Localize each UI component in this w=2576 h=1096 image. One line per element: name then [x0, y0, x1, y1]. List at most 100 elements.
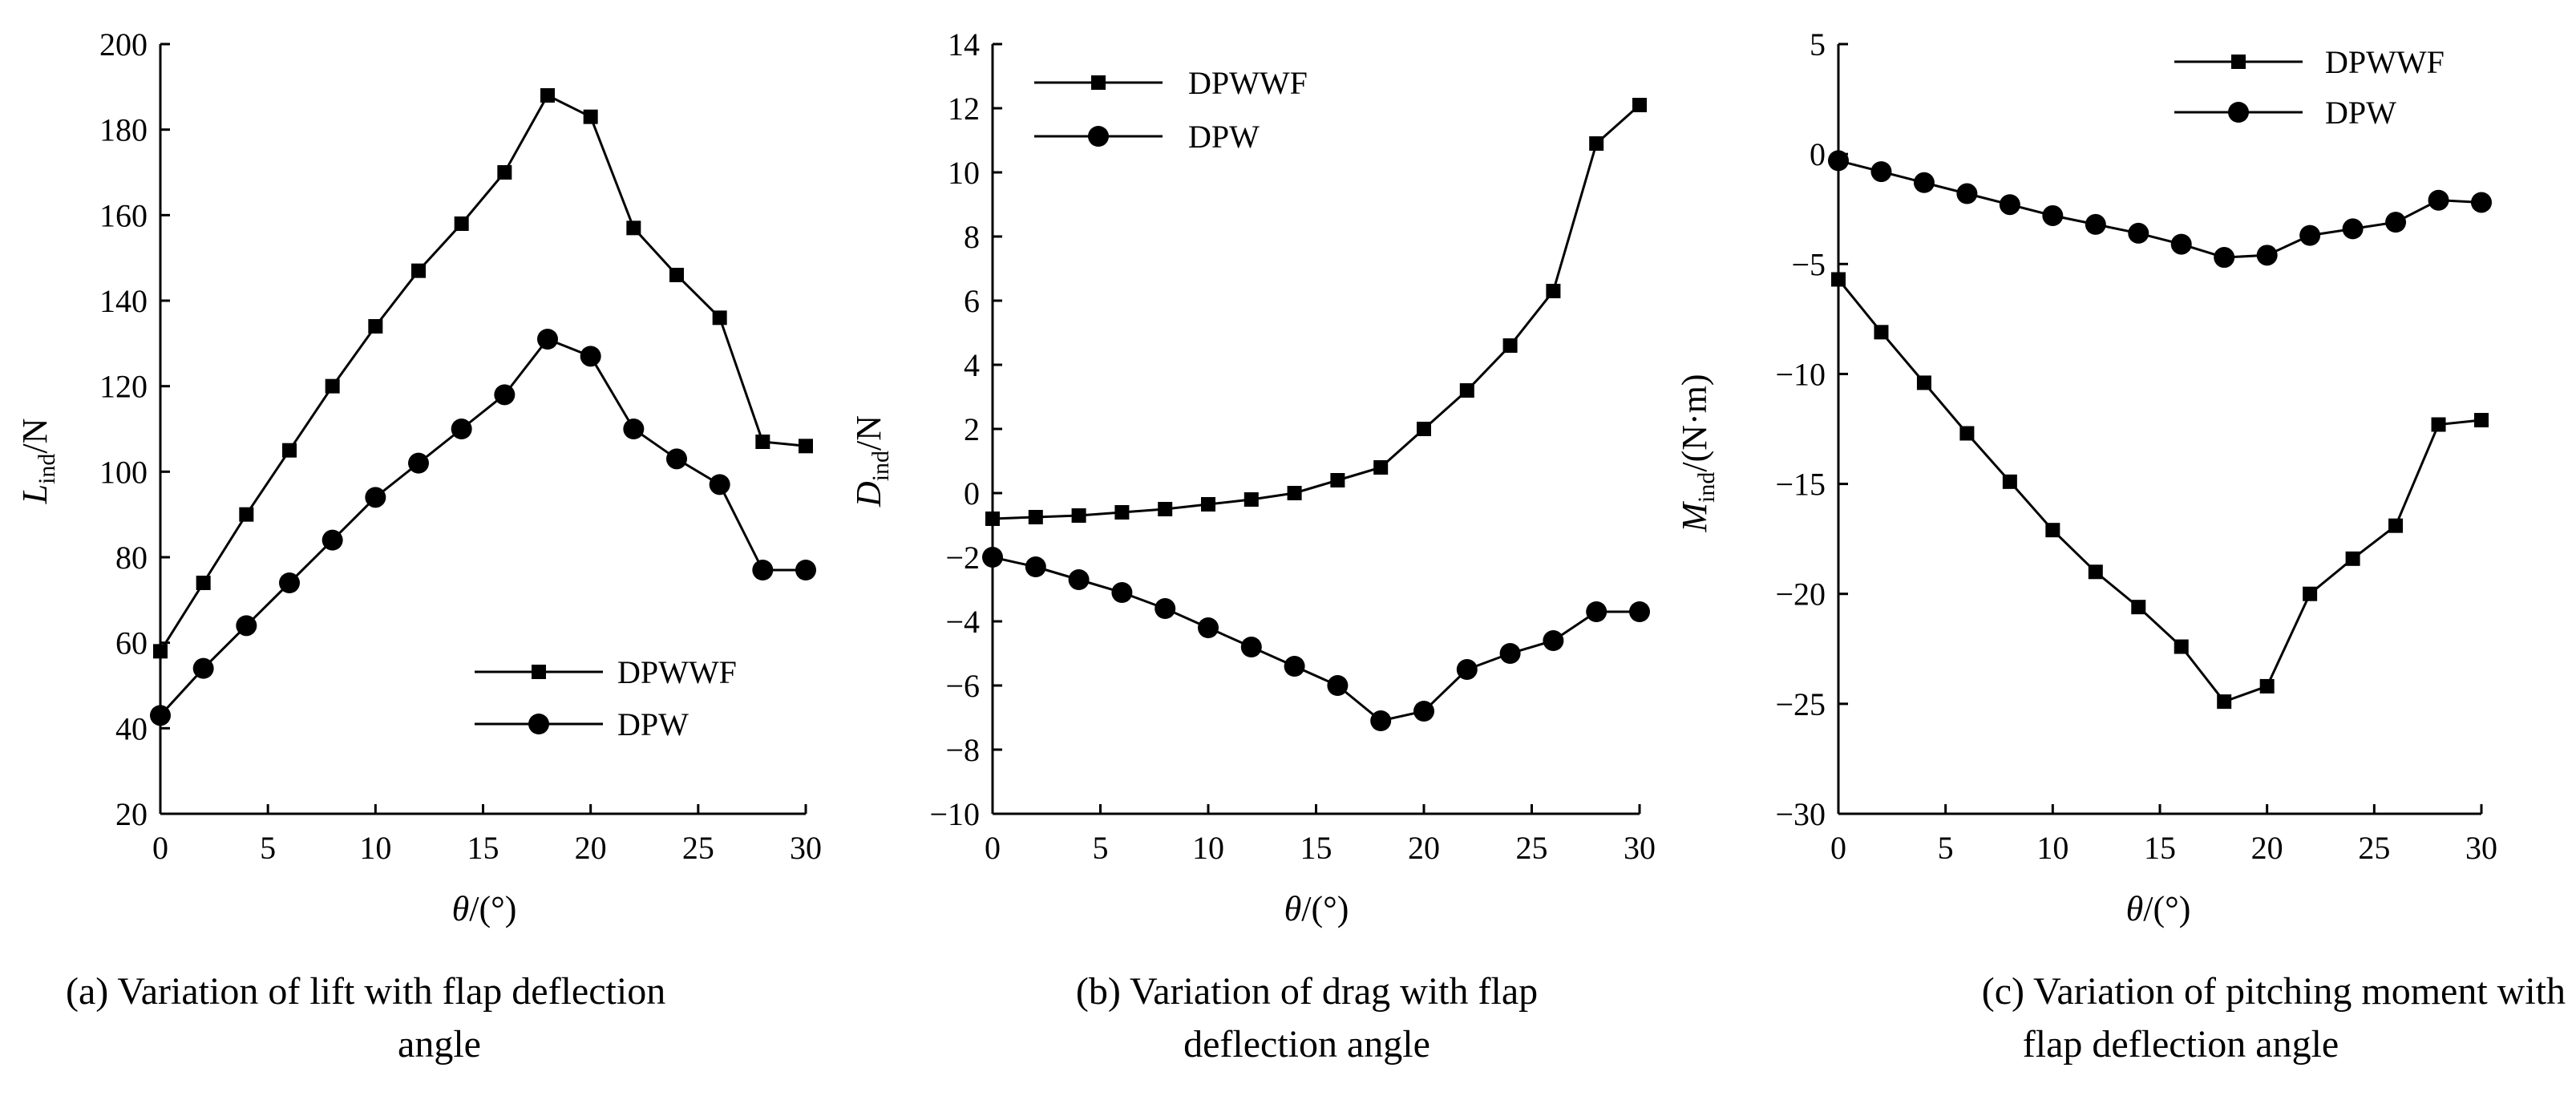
lift-y-tick-label: 160 [99, 197, 148, 233]
moment-y-tick-label: 0 [1810, 136, 1826, 172]
moment-point-dpw [1956, 183, 1978, 204]
lift-point-dpwwf [583, 109, 598, 124]
lift-legend-label-dpwwf: DPWWF [617, 654, 737, 690]
moment-y-tick-label: −15 [1775, 467, 1826, 503]
drag-point-dpw [1499, 643, 1521, 664]
moment-y-axis-label: Mind/(N·m) [1675, 374, 1720, 532]
moment-point-dpwwf [2388, 518, 2404, 533]
moment-legend-marker-dpwwf [2231, 55, 2246, 69]
lift-point-dpwwf [799, 439, 813, 454]
drag-legend-marker-dpwwf [1091, 75, 1106, 90]
lift-point-dpw [236, 615, 257, 637]
lift-point-dpwwf [454, 216, 469, 231]
moment-point-dpw [2256, 245, 2278, 266]
moment-point-dpwwf [1959, 426, 1975, 441]
lift-legend-marker-dpwwf [532, 665, 546, 679]
lift-point-dpw [537, 329, 558, 350]
drag-point-dpwwf [1287, 486, 1302, 500]
moment-point-dpw [2214, 247, 2235, 269]
moment-x-tick-label: 0 [1830, 830, 1846, 866]
lift-series-line-dpw [159, 338, 806, 717]
drag-point-dpw [1586, 601, 1607, 622]
drag-point-dpw [1327, 675, 1349, 696]
lift-caption-line1: (a) Variation of lift with flap deflecti… [66, 970, 665, 1013]
moment-y-tick-label: −10 [1775, 356, 1826, 392]
lift-legend-label-dpw: DPW [617, 706, 689, 742]
moment-y-tick-label: −30 [1775, 796, 1826, 832]
drag-legend-marker-dpw [1088, 126, 1109, 147]
lift-point-dpwwf [239, 507, 254, 522]
lift-point-dpw [709, 474, 730, 495]
lift-y-axis-label: Lind/N [15, 419, 60, 505]
drag-point-dpwwf [1114, 505, 1130, 520]
drag-point-dpw [1198, 617, 1219, 638]
moment-point-dpw [1913, 172, 1935, 193]
moment-y-tick-label: −25 [1775, 686, 1826, 722]
moment-caption-line2: flap deflection angle [2023, 1023, 2339, 1066]
drag-y-tick-label: 12 [948, 91, 980, 127]
moment-legend-label-dpwwf: DPWWF [2325, 44, 2445, 80]
lift-point-dpw [192, 657, 214, 679]
drag-x-tick-label: 0 [985, 830, 1001, 866]
lift-point-dpw [321, 529, 343, 551]
drag-point-dpwwf [1632, 98, 1647, 112]
moment-point-dpw [2170, 233, 2192, 255]
drag-point-dpw [1025, 556, 1046, 577]
moment-point-dpw [2471, 192, 2492, 213]
lift-point-dpwwf [669, 268, 684, 282]
moment-x-tick-label: 30 [2465, 830, 2497, 866]
moment-point-dpwwf [2431, 417, 2446, 432]
lift-x-axis-label: θ/(°) [452, 889, 517, 928]
drag-x-tick-label: 10 [1192, 830, 1224, 866]
drag-point-dpwwf [1502, 338, 1518, 353]
moment-series-line-dpwwf [1837, 278, 2482, 703]
drag-point-dpwwf [1158, 502, 1173, 516]
moment-point-dpwwf [1831, 272, 1846, 287]
lift-point-dpwwf [712, 310, 727, 326]
drag-point-dpw [1284, 656, 1305, 677]
drag-y-tick-label: 14 [948, 26, 980, 63]
drag-series-line-dpw [992, 556, 1640, 722]
lift-point-dpwwf [325, 378, 340, 394]
moment-x-axis-label: θ/(°) [2126, 889, 2191, 928]
moment-point-dpwwf [2345, 551, 2360, 566]
lift-x-tick-label: 20 [575, 830, 607, 866]
lift-point-dpwwf [368, 319, 383, 334]
moment-point-dpw [2385, 212, 2407, 233]
moment-point-dpw [1828, 150, 1849, 172]
drag-legend-label-dpwwf: DPWWF [1188, 65, 1308, 101]
lift-point-dpw [451, 419, 472, 439]
drag-series-line-dpwwf [992, 103, 1640, 520]
drag-point-dpwwf [1071, 508, 1086, 523]
moment-x-tick-label: 10 [2036, 830, 2068, 866]
lift-y-tick-label: 120 [99, 369, 148, 405]
moment-caption-line1: (c) Variation of pitching moment with [1982, 970, 2566, 1013]
moment-chart: Mind/(N·m) θ/(°) (c) Variation of pitchi… [1675, 26, 2566, 1066]
drag-y-tick-label: −6 [945, 668, 980, 704]
moment-point-dpw [1999, 194, 2020, 216]
lift-y-tick-label: 20 [115, 796, 148, 832]
lift-x-tick-label: 5 [260, 830, 276, 866]
drag-y-tick-label: 6 [964, 283, 980, 319]
moment-point-dpwwf [2002, 474, 2017, 489]
moment-point-dpwwf [2474, 413, 2489, 428]
drag-point-dpwwf [1330, 473, 1345, 487]
moment-point-dpwwf [1916, 375, 1931, 390]
drag-point-dpwwf [1244, 492, 1259, 507]
drag-y-tick-label: −10 [929, 796, 980, 832]
lift-point-dpw [279, 572, 300, 593]
lift-y-tick-label: 40 [115, 710, 148, 746]
drag-point-dpw [1370, 710, 1392, 731]
moment-x-tick-label: 5 [1938, 830, 1954, 866]
moment-point-dpwwf [2217, 694, 2232, 710]
moment-y-tick-label: −5 [1791, 246, 1826, 282]
lift-x-tick-label: 10 [359, 830, 391, 866]
drag-y-axis-label: Dind/N [849, 415, 894, 508]
drag-x-tick-label: 25 [1516, 830, 1548, 866]
lift-point-dpwwf [282, 443, 297, 458]
drag-y-tick-label: 0 [964, 475, 980, 512]
moment-point-dpwwf [1874, 325, 1889, 340]
drag-point-dpwwf [1589, 136, 1604, 151]
lift-point-dpwwf [755, 435, 770, 449]
lift-x-tick-label: 25 [682, 830, 714, 866]
